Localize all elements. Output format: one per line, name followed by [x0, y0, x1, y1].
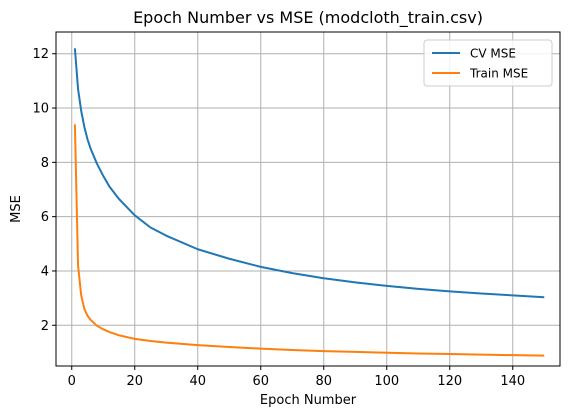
- x-tick-label: 20: [126, 374, 143, 389]
- chart-title: Epoch Number vs MSE (modcloth_train.csv): [133, 8, 483, 28]
- x-tick-label: 120: [437, 374, 462, 389]
- y-tick-label: 12: [32, 47, 49, 62]
- y-axis-label: MSE: [9, 195, 24, 223]
- y-tick-label: 6: [41, 210, 49, 225]
- x-tick-label: 100: [374, 374, 399, 389]
- y-axis-ticks: 2 4 6 8 10 12: [32, 47, 56, 334]
- x-axis-ticks: 0 20 40 60 80 100 120 140: [68, 366, 525, 389]
- y-tick-label: 4: [41, 264, 49, 279]
- y-tick-label: 10: [32, 102, 49, 117]
- legend-label: CV MSE: [470, 47, 516, 61]
- series-line-0: [73, 48, 545, 299]
- legend: CV MSE Train MSE: [423, 39, 553, 87]
- x-tick-label: 60: [252, 374, 269, 389]
- plot-frame: [55, 31, 561, 367]
- series-line-1: [73, 124, 545, 357]
- y-tick-label: 2: [41, 319, 49, 334]
- legend-box: [423, 39, 553, 87]
- x-tick-label: 40: [189, 374, 206, 389]
- y-tick-label: 8: [41, 156, 49, 171]
- x-tick-label: 0: [68, 374, 76, 389]
- x-tick-label: 80: [315, 374, 332, 389]
- series-lines: [73, 48, 545, 357]
- x-tick-label: 140: [500, 374, 525, 389]
- legend-label: Train MSE: [469, 67, 528, 81]
- x-axis-label: Epoch Number: [260, 393, 357, 408]
